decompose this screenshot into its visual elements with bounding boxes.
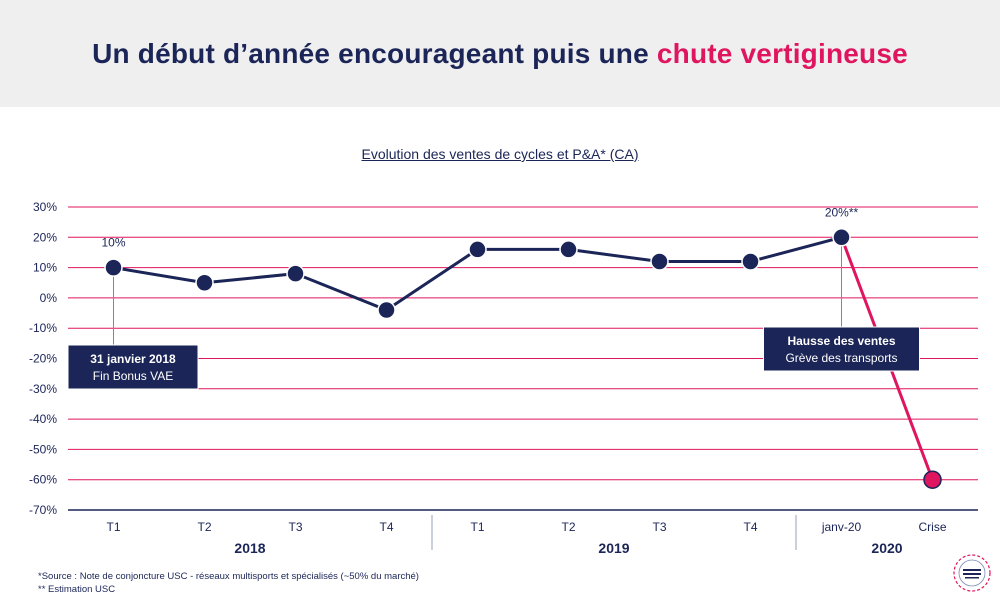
x-tick-label: T2 — [561, 520, 575, 534]
x-tick-label: T2 — [197, 520, 211, 534]
y-tick-label: 0% — [40, 291, 58, 305]
y-tick-label: -10% — [29, 321, 57, 335]
header-band — [0, 0, 1000, 107]
x-tick-label: T4 — [379, 520, 393, 534]
y-tick-label: -50% — [29, 442, 57, 456]
y-tick-label: -70% — [29, 503, 57, 517]
data-point — [650, 252, 669, 271]
year-group-label: 2018 — [234, 540, 265, 556]
data-point — [195, 273, 214, 292]
x-tick-label: Crise — [918, 520, 946, 534]
annotation-text: Grève des transports — [785, 351, 897, 365]
data-point — [923, 470, 942, 489]
y-tick-label: -20% — [29, 352, 57, 366]
data-label: 20%** — [825, 205, 859, 219]
annotation-box — [67, 344, 199, 390]
annotation-text: Fin Bonus VAE — [93, 369, 173, 383]
data-point — [832, 228, 851, 247]
x-tick-label: T3 — [652, 520, 666, 534]
x-tick-label: T4 — [743, 520, 757, 534]
data-label: 10% — [101, 236, 125, 250]
x-tick-label: T1 — [106, 520, 120, 534]
annotation-title: Hausse des ventes — [787, 334, 895, 348]
page-title-main: Un début d’année encourageant puis une — [92, 37, 649, 69]
y-tick-label: -60% — [29, 473, 57, 487]
chart-title-text: Evolution des ventes de cycles et P&A* (… — [361, 146, 639, 162]
union-sport-cycle-logo-icon — [953, 554, 991, 592]
year-group-label: 2020 — [871, 540, 902, 556]
year-group-label: 2019 — [598, 540, 629, 556]
data-point — [377, 300, 396, 320]
y-tick-label: 10% — [33, 261, 57, 275]
page-title-accent: chute vertigineuse — [656, 37, 908, 69]
data-point — [741, 252, 760, 271]
chart-title: Evolution des ventes de cycles et P&A* (… — [0, 146, 1000, 162]
x-tick-label: T1 — [470, 520, 484, 534]
data-point — [286, 264, 305, 283]
data-point — [559, 240, 578, 259]
data-point — [104, 258, 123, 277]
data-point — [468, 240, 487, 259]
footnote-estimate: ** Estimation USC — [38, 584, 116, 595]
annotation-box — [763, 326, 920, 372]
y-tick-label: 30% — [33, 200, 57, 214]
footnote-source: *Source : Note de conjoncture USC - rése… — [38, 571, 419, 582]
page-title: Un début d’année encourageant puis une c… — [0, 0, 1000, 107]
annotation-title: 31 janvier 2018 — [90, 352, 176, 366]
x-tick-label: T3 — [288, 520, 302, 534]
y-tick-label: 20% — [33, 230, 57, 244]
y-tick-label: -30% — [29, 382, 57, 396]
x-tick-label: janv-20 — [821, 520, 862, 534]
y-tick-label: -40% — [29, 412, 57, 426]
